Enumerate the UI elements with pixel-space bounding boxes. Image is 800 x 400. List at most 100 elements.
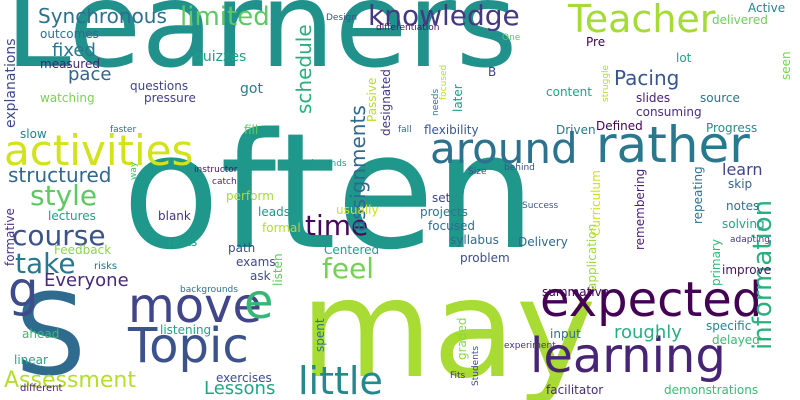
word-learning: learning <box>530 328 726 384</box>
word-course: course <box>12 219 106 252</box>
word-lectures: lectures <box>48 209 96 223</box>
word-different: different <box>20 383 63 394</box>
word-pace: pace <box>68 64 112 85</box>
word-fixed: fixed <box>52 40 96 61</box>
word-fits: Fits <box>450 371 466 381</box>
word-limited: limited <box>180 2 270 32</box>
word-listen: listen <box>271 253 285 286</box>
word-ahead: ahead <box>22 327 60 341</box>
word-pressure: pressure <box>144 91 196 105</box>
word-risks: risks <box>94 261 118 272</box>
word-measured: measured <box>40 57 100 71</box>
word-facilitator: facilitator <box>546 383 604 397</box>
word-syllabus: syllabus <box>450 233 499 247</box>
word-fall: fall <box>398 125 412 135</box>
word-solving: solving <box>722 217 765 231</box>
word-slow: slow <box>20 127 47 141</box>
word-skip: skip <box>728 177 753 191</box>
word-size: Size <box>468 167 487 177</box>
word-backgrounds: backgrounds <box>180 285 238 295</box>
word-differentiation: differentiation <box>376 23 440 33</box>
word-passive: Passive <box>365 77 379 122</box>
word-teacher: Teacher <box>568 0 716 41</box>
word-ask: ask <box>250 269 271 283</box>
word-take: take <box>15 247 76 280</box>
word-notes: notes <box>726 199 760 213</box>
word-formal: formal <box>262 221 301 235</box>
word-got: got <box>240 81 263 97</box>
word-everyone: Everyone <box>44 270 129 291</box>
word-knowledge: knowledge <box>368 0 520 32</box>
word-style: style <box>30 179 98 212</box>
word-depends: depends <box>308 159 347 169</box>
word-structured: structured <box>8 163 112 187</box>
word-roughly: roughly <box>614 322 682 343</box>
word-remembering: remembering <box>633 168 647 250</box>
word-design: Design <box>326 13 358 23</box>
word-adapting: adapting <box>730 235 770 245</box>
word-topic: Topic <box>128 318 249 374</box>
word-faster: faster <box>110 125 137 135</box>
word-e: e <box>244 274 274 330</box>
word-listening: listening <box>160 323 212 337</box>
word-demonstrations: demonstrations <box>664 383 759 397</box>
word-behind: behind <box>504 163 535 173</box>
word-learners: Learners <box>5 0 518 94</box>
word-lessons: Lessons <box>204 378 276 399</box>
word-exercises: exercises <box>216 371 272 385</box>
word-expected: expected <box>540 272 763 328</box>
word-seen: seen <box>779 51 793 80</box>
word-perform: perform <box>226 189 274 203</box>
word-activities: activities <box>4 126 194 175</box>
word-around: around <box>430 124 578 173</box>
word-centered: Centered <box>324 243 380 257</box>
word-instructor: instructor <box>194 165 238 175</box>
word-pacing: Pacing <box>614 66 680 90</box>
word-repeating: repeating <box>691 166 705 224</box>
word-delivered: delivered <box>712 13 768 27</box>
word-explanations: explanations <box>3 38 19 128</box>
word-projects: projects <box>420 205 468 219</box>
word-learn: learn <box>722 160 763 179</box>
word-questions: questions <box>130 79 189 93</box>
word-students: Students <box>471 345 481 386</box>
word-linear: linear <box>14 353 48 367</box>
word-move: move <box>128 278 263 334</box>
word-flexibility: flexibility <box>424 123 479 137</box>
word-defined: Defined <box>596 119 643 133</box>
word-one: One <box>502 33 521 43</box>
word-consuming: consuming <box>636 105 702 119</box>
word-delivery: Delivery <box>518 235 568 249</box>
word-blank: blank <box>158 209 191 223</box>
word-quizzes: quizzes <box>194 49 247 65</box>
word-little: little <box>298 359 383 400</box>
word-specific: specific <box>706 319 752 333</box>
word-experiment: experiment <box>504 341 556 351</box>
word-may: may <box>300 251 597 400</box>
word-designated: designated <box>379 69 393 136</box>
word-formative: formative <box>3 208 17 266</box>
word-focused-small: focused <box>439 64 449 100</box>
word-set: set <box>432 191 451 205</box>
word-assessment: Assessment <box>4 368 136 393</box>
word-progress: Progress <box>706 121 758 135</box>
word-spent: spent <box>313 318 327 352</box>
word-driven: Driven <box>556 123 596 137</box>
word-delayed: delayed <box>712 333 760 347</box>
word-tests: tests <box>168 235 198 249</box>
word-primary: primary <box>709 239 723 286</box>
word-watching: watching <box>40 91 95 105</box>
word-schedule: schedule <box>292 24 316 114</box>
word-feel: feel <box>322 252 375 285</box>
word-fill: fill <box>244 123 259 137</box>
word-curriculum: Curriculum <box>589 170 603 236</box>
word-time: time <box>305 209 369 242</box>
word-path: path <box>228 241 256 255</box>
word-focused: focused <box>428 219 476 233</box>
word-often: often <box>122 98 536 285</box>
word-synchronous: Synchronous <box>38 4 167 28</box>
word-outcomes: outcomes <box>40 27 99 41</box>
word-struggle: struggle <box>601 64 611 102</box>
word-feedback: Feedback <box>54 243 112 257</box>
